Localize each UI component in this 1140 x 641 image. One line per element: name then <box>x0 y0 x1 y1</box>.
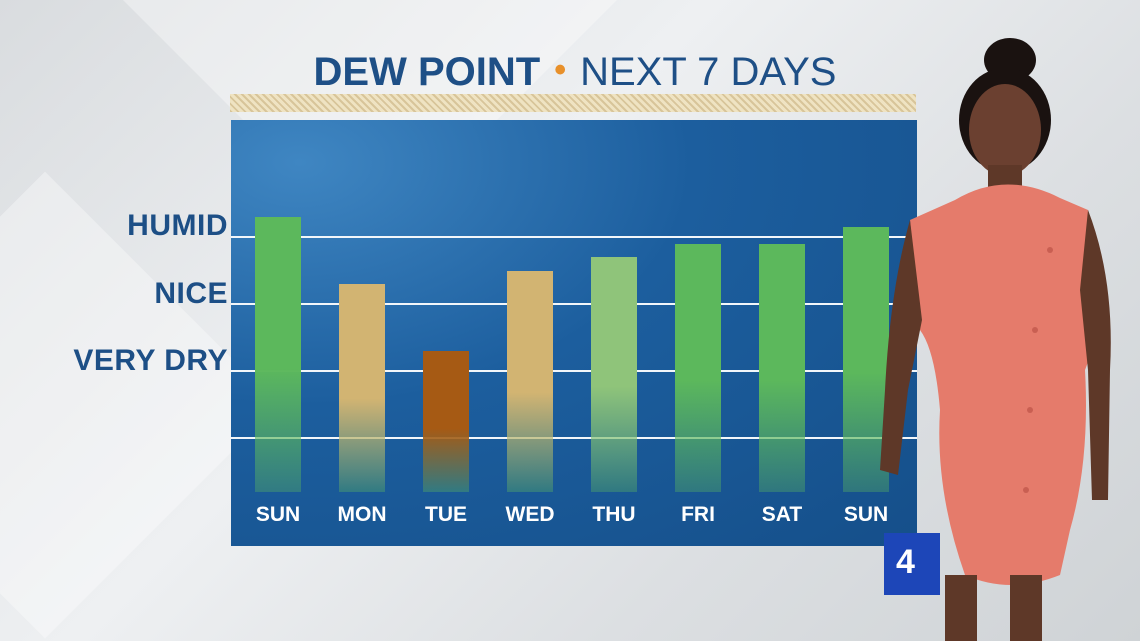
presenter-figure <box>880 38 1111 641</box>
gridline <box>231 303 917 305</box>
title-underline <box>230 94 916 112</box>
title-bold: DEW POINT <box>313 50 541 94</box>
title-separator: • <box>554 51 567 89</box>
x-tick-label: SAT <box>761 503 803 526</box>
y-label-very-dry: VERY DRY <box>73 344 228 377</box>
chart-title: DEW POINT • NEXT 7 DAYS <box>230 50 920 95</box>
bar <box>507 270 553 492</box>
logo-glyph: 4 <box>896 543 915 581</box>
x-tick-label: SUN <box>843 503 889 526</box>
x-tick-label: THU <box>592 503 636 526</box>
x-tick-label: FRI <box>681 503 715 526</box>
bar <box>423 350 469 492</box>
y-label-nice: NICE <box>154 277 228 310</box>
gridline <box>231 437 917 439</box>
title-rest: NEXT 7 DAYS <box>580 50 837 94</box>
gridline <box>231 236 917 238</box>
x-tick-label: MON <box>337 503 387 526</box>
station-logo: 4 <box>884 533 940 595</box>
y-label-humid: HUMID <box>127 209 228 242</box>
bar <box>759 243 805 492</box>
x-tick-label: WED <box>505 503 555 526</box>
x-tick-label: TUE <box>425 503 467 526</box>
bar <box>591 257 637 492</box>
bar <box>675 243 721 492</box>
bar <box>339 283 385 492</box>
bar <box>843 226 889 492</box>
x-tick-label: SUN <box>255 503 301 526</box>
gridline <box>231 370 917 372</box>
bar <box>255 216 301 492</box>
chart-panel: SUN MON TUE WED THU FRI SAT SUN <box>231 120 917 546</box>
